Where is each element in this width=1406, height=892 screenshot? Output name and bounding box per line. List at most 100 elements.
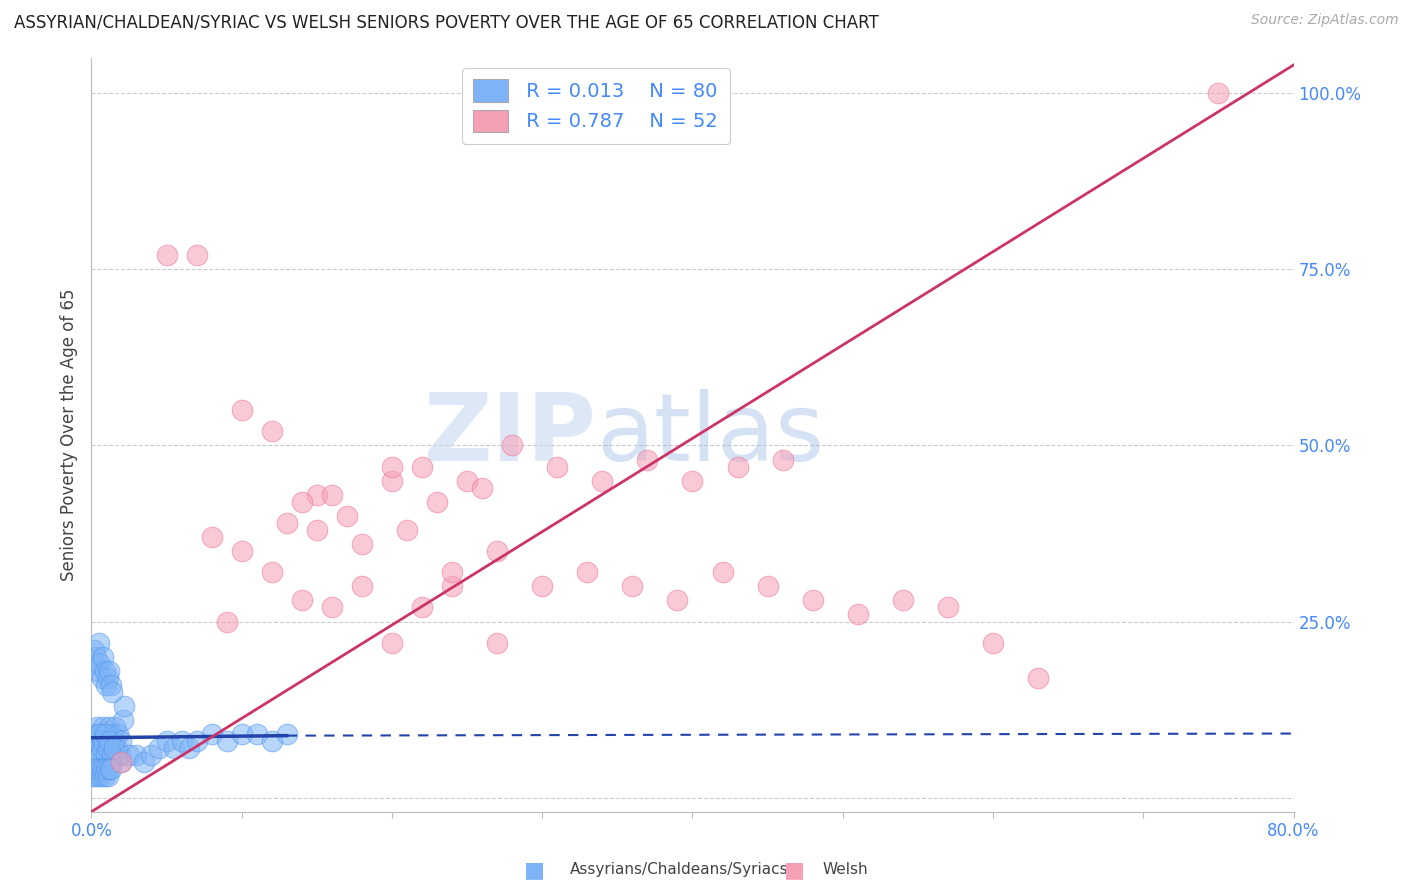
Point	[83, 748, 105, 763]
Point	[103, 741, 125, 756]
Point	[756, 579, 779, 593]
Point	[1208, 86, 1230, 100]
Point	[260, 565, 283, 579]
Point	[96, 727, 118, 741]
Point	[108, 748, 131, 763]
Point	[891, 593, 914, 607]
Point	[89, 727, 111, 741]
Point	[87, 635, 110, 649]
Point	[100, 763, 122, 777]
Point	[576, 565, 599, 579]
Point	[86, 763, 108, 777]
Point	[305, 488, 328, 502]
Point	[321, 600, 343, 615]
Point	[291, 593, 314, 607]
Point	[98, 763, 121, 777]
Point	[90, 770, 112, 784]
Point	[96, 748, 118, 763]
Point	[86, 734, 108, 748]
Point	[381, 459, 404, 474]
Point	[82, 770, 104, 784]
Point	[591, 474, 613, 488]
Point	[84, 649, 107, 664]
Text: ■: ■	[785, 860, 804, 880]
Point	[231, 727, 253, 741]
Point	[87, 727, 110, 741]
Point	[83, 763, 105, 777]
Point	[411, 459, 433, 474]
Point	[501, 438, 523, 452]
Point	[305, 523, 328, 537]
Point	[395, 523, 418, 537]
Point	[681, 474, 703, 488]
Point	[440, 565, 463, 579]
Text: Assyrians/Chaldeans/Syriacs: Assyrians/Chaldeans/Syriacs	[569, 863, 787, 877]
Point	[93, 763, 115, 777]
Point	[82, 657, 104, 671]
Point	[107, 727, 129, 741]
Point	[186, 248, 208, 262]
Point	[110, 756, 132, 770]
Point	[231, 403, 253, 417]
Point	[456, 474, 478, 488]
Point	[100, 741, 122, 756]
Point	[801, 593, 824, 607]
Point	[93, 649, 115, 664]
Point	[711, 565, 734, 579]
Point	[231, 544, 253, 558]
Point	[97, 741, 120, 756]
Point	[215, 615, 238, 629]
Point	[94, 727, 117, 741]
Point	[94, 741, 117, 756]
Point	[97, 770, 120, 784]
Point	[98, 720, 121, 734]
Point	[411, 600, 433, 615]
Point	[1026, 671, 1049, 685]
Point	[98, 664, 121, 678]
Point	[381, 474, 404, 488]
Point	[90, 734, 112, 748]
Point	[93, 734, 115, 748]
Point	[321, 488, 343, 502]
Point	[98, 734, 121, 748]
Point	[101, 727, 124, 741]
Point	[276, 727, 298, 741]
Point	[84, 770, 107, 784]
Point	[83, 642, 105, 657]
Point	[97, 734, 120, 748]
Point	[471, 481, 494, 495]
Y-axis label: Seniors Poverty Over the Age of 65: Seniors Poverty Over the Age of 65	[60, 289, 79, 581]
Point	[89, 657, 111, 671]
Point	[260, 734, 283, 748]
Point	[87, 741, 110, 756]
Legend:  R = 0.013    N = 80,  R = 0.787    N = 52: R = 0.013 N = 80, R = 0.787 N = 52	[461, 68, 730, 144]
Point	[100, 678, 122, 692]
Point	[84, 734, 107, 748]
Point	[101, 748, 124, 763]
Point	[155, 734, 177, 748]
Point	[82, 741, 104, 756]
Point	[100, 756, 122, 770]
Point	[89, 748, 111, 763]
Point	[201, 727, 224, 741]
Point	[104, 720, 127, 734]
Point	[118, 748, 141, 763]
Point	[381, 635, 404, 649]
Point	[531, 579, 554, 593]
Point	[486, 544, 509, 558]
Point	[440, 579, 463, 593]
Point	[90, 741, 112, 756]
Point	[141, 748, 163, 763]
Text: ASSYRIAN/CHALDEAN/SYRIAC VS WELSH SENIORS POVERTY OVER THE AGE OF 65 CORRELATION: ASSYRIAN/CHALDEAN/SYRIAC VS WELSH SENIOR…	[14, 13, 879, 31]
Point	[105, 741, 128, 756]
Point	[621, 579, 644, 593]
Point	[163, 741, 186, 756]
Point	[246, 727, 269, 741]
Point	[215, 734, 238, 748]
Point	[426, 495, 449, 509]
Point	[155, 248, 177, 262]
Point	[148, 741, 170, 756]
Point	[93, 720, 115, 734]
Point	[111, 713, 134, 727]
Point	[276, 516, 298, 530]
